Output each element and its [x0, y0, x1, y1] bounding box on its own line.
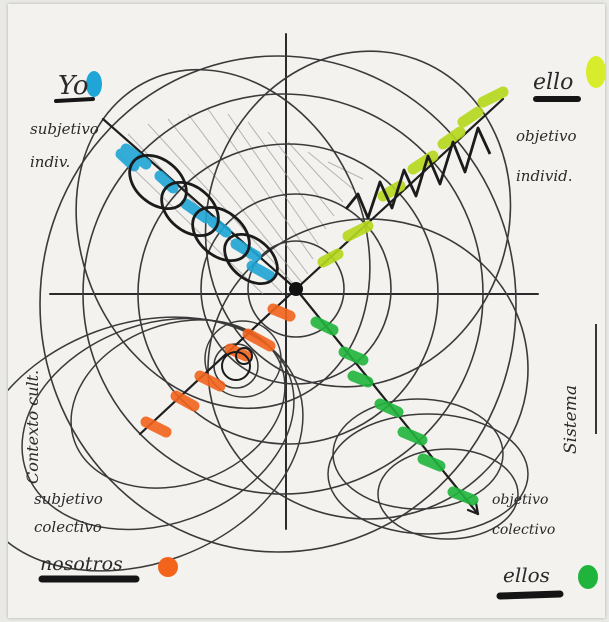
orange-marks — [140, 303, 296, 438]
label-subjetivo-colectivo-1: subjetivo — [34, 490, 103, 508]
quadrant-sketch: Yo subjetivo indiv. ello objetivo indivi… — [8, 33, 605, 600]
label-objetivo-colectivo-2: colectivo — [492, 522, 555, 538]
center-dot — [289, 282, 303, 296]
loop-spiral — [128, 154, 279, 286]
label-subjetivo-indiv-2: indiv. — [30, 153, 70, 171]
cyan-dot — [86, 71, 102, 97]
label-objetivo-colectivo-1: objetivo — [492, 492, 548, 508]
diagonal-arrows — [101, 97, 505, 516]
label-subjetivo-indiv-1: subjetivo — [30, 120, 99, 138]
diagram-sheet: Yo subjetivo indiv. ello objetivo indivi… — [8, 4, 605, 618]
label-nosotros: nosotros — [40, 553, 123, 575]
lower-right-ellipses — [327, 398, 529, 540]
lime-dot — [586, 56, 605, 88]
concentric-circles — [39, 50, 529, 553]
label-ellos: ellos — [503, 563, 550, 587]
lime-marks — [317, 86, 509, 268]
label-yo: Yo — [58, 71, 89, 101]
zigzag-wave — [344, 126, 492, 220]
green-marks — [310, 316, 479, 506]
label-objetivo-indiv-2: individ. — [516, 167, 573, 185]
label-ello: ello — [533, 70, 573, 95]
orange-dot — [158, 557, 178, 577]
title-underlines — [38, 96, 581, 600]
label-sistema: Sistema — [561, 385, 581, 454]
label-contexto-cult: Contexto cult. — [23, 370, 42, 484]
small-loops — [221, 347, 253, 381]
green-dot — [578, 565, 598, 589]
label-subjetivo-colectivo-2: colectivo — [34, 518, 102, 536]
label-objetivo-indiv-1: objetivo — [516, 127, 577, 145]
cyan-marks — [115, 143, 276, 282]
lower-left-ellipses — [8, 316, 304, 572]
